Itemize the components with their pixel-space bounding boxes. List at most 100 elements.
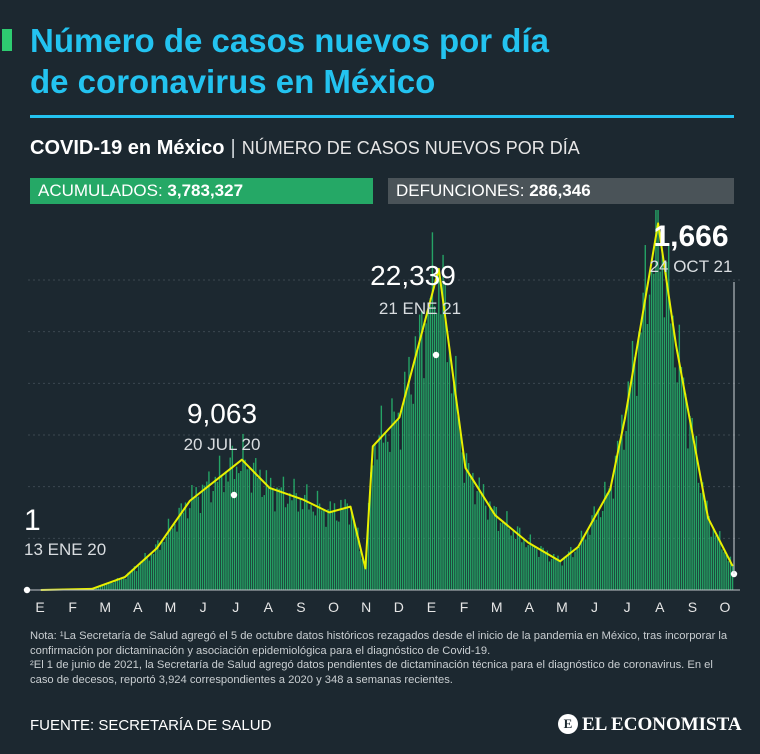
- daily-bar: [350, 510, 353, 590]
- daily-bar: [223, 492, 225, 590]
- daily-bar: [355, 526, 357, 590]
- daily-bar: [627, 381, 629, 590]
- daily-bar: [387, 441, 389, 590]
- daily-bar: [465, 453, 468, 590]
- x-tick-label: O: [720, 599, 731, 615]
- daily-bar: [587, 529, 589, 590]
- daily-bar: [280, 487, 282, 590]
- daily-bar: [480, 493, 483, 590]
- daily-bar: [291, 500, 293, 590]
- daily-bar: [335, 520, 338, 590]
- daily-bar: [431, 232, 434, 590]
- daily-bar: [423, 378, 425, 590]
- daily-bar: [299, 498, 302, 590]
- accumulated-box: ACUMULADOS: 3,783,327: [30, 178, 373, 204]
- daily-bar: [435, 313, 438, 590]
- daily-bar: [478, 477, 480, 590]
- accumulated-label: ACUMULADOS:: [38, 181, 163, 200]
- daily-bar: [265, 470, 268, 590]
- daily-bar: [340, 499, 342, 590]
- daily-bar: [367, 502, 370, 590]
- daily-bar: [484, 505, 487, 590]
- x-tick-label: S: [688, 599, 697, 615]
- daily-bar: [714, 535, 717, 590]
- daily-bar: [625, 431, 627, 590]
- daily-bar: [186, 518, 189, 590]
- daily-bar: [576, 548, 578, 590]
- daily-bar: [542, 547, 544, 590]
- annotation-value: 1: [24, 504, 41, 537]
- daily-bar: [231, 445, 234, 590]
- daily-bar: [233, 479, 236, 590]
- daily-bar: [312, 511, 314, 590]
- deaths-box: DEFUNCIONES: 286,346: [388, 178, 734, 204]
- daily-bar: [706, 500, 708, 590]
- daily-bar: [395, 422, 397, 590]
- daily-bar: [382, 442, 385, 590]
- daily-bar: [650, 270, 653, 590]
- daily-bar: [267, 485, 270, 590]
- subhead-separator: |: [230, 137, 236, 159]
- daily-bar: [137, 566, 140, 590]
- daily-bar: [150, 552, 153, 590]
- daily-bar: [567, 551, 570, 590]
- daily-bar: [619, 440, 621, 590]
- annotation-value: 22,339: [370, 260, 456, 291]
- daily-bar: [708, 516, 710, 590]
- annotation-point: [23, 586, 31, 594]
- daily-bar: [172, 528, 174, 590]
- daily-bar: [148, 560, 151, 590]
- daily-bar: [193, 497, 195, 590]
- chart-subhead: COVID-19 en México | NÚMERO DE CASOS NUEVO…: [30, 137, 580, 160]
- daily-bar: [501, 522, 504, 590]
- subhead-strong: COVID-19 en México: [30, 137, 225, 159]
- daily-bar: [616, 440, 619, 590]
- daily-bar: [646, 324, 649, 590]
- daily-bar: [508, 528, 510, 590]
- daily-bar: [286, 503, 289, 590]
- annotation-date: 24 OCT 21: [650, 257, 733, 276]
- x-tick-label: D: [394, 599, 404, 615]
- daily-bar: [695, 435, 698, 590]
- daily-bar: [412, 403, 414, 590]
- daily-bar: [595, 519, 598, 590]
- daily-bar: [710, 536, 712, 590]
- daily-bar: [459, 427, 461, 590]
- daily-bar: [546, 550, 549, 590]
- daily-bar: [131, 569, 133, 590]
- daily-bar: [248, 468, 251, 590]
- daily-bar: [659, 271, 661, 590]
- daily-bar: [723, 552, 725, 590]
- accumulated-value: 3,783,327: [167, 181, 244, 200]
- daily-bar: [489, 501, 491, 590]
- daily-bar: [491, 510, 493, 590]
- daily-bar: [712, 528, 715, 590]
- annotation-value: 1,666: [653, 220, 728, 253]
- daily-bar: [263, 495, 265, 590]
- daily-bar: [591, 515, 593, 590]
- daily-bar: [667, 243, 670, 591]
- daily-bar: [255, 458, 257, 590]
- daily-bar: [244, 459, 246, 590]
- daily-bar: [527, 545, 529, 590]
- daily-bar: [178, 507, 180, 590]
- daily-bar: [399, 449, 402, 590]
- daily-bar: [636, 395, 638, 590]
- annotation-point: [230, 491, 238, 499]
- daily-bar: [550, 558, 553, 590]
- daily-bar: [584, 539, 587, 590]
- daily-bar: [206, 481, 208, 590]
- daily-bar: [529, 534, 532, 590]
- daily-bar: [699, 493, 702, 590]
- daily-bar: [314, 515, 317, 590]
- daily-bar: [418, 314, 421, 590]
- x-tick-label: M: [556, 599, 568, 615]
- daily-bar: [161, 541, 163, 590]
- annotation-date: 20 JUL 20: [184, 435, 261, 454]
- daily-bar: [719, 531, 721, 590]
- daily-bar: [401, 406, 404, 590]
- daily-bar: [570, 546, 572, 590]
- daily-bar: [557, 555, 559, 590]
- daily-bar: [536, 549, 538, 590]
- daily-bar: [621, 414, 623, 590]
